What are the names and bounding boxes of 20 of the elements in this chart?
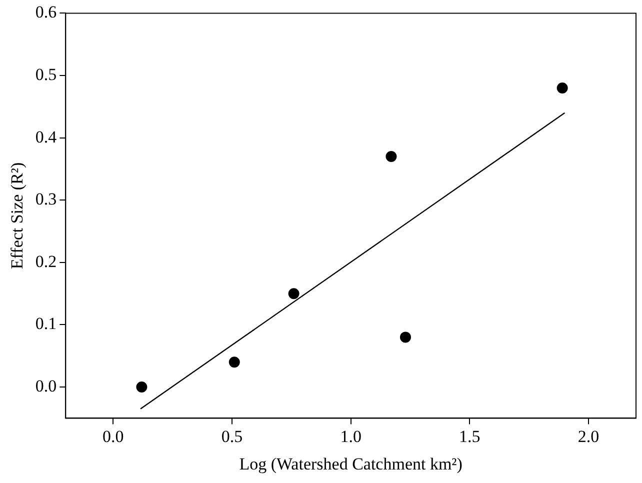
y-tick-label: 0.2 — [35, 252, 57, 271]
x-tick-label: 1.0 — [340, 426, 362, 446]
y-tick-label: 0.4 — [35, 127, 58, 146]
point — [228, 356, 240, 368]
point — [400, 332, 411, 343]
y-tick-label: 0.3 — [35, 190, 57, 209]
x-tick-label: 0.5 — [221, 426, 243, 446]
point — [556, 82, 568, 94]
x-tick-label: 0.0 — [102, 426, 124, 446]
x-axis-title: Log (Watershed Catchment km²) — [239, 454, 462, 474]
y-axis-title: Effect Size (R²) — [8, 162, 27, 270]
x-tick-label: 2.0 — [578, 426, 600, 446]
x-tick-label: 1.5 — [459, 426, 480, 446]
point — [288, 288, 300, 300]
y-tick-label: 0.6 — [35, 2, 57, 22]
y-tick-label: 0.1 — [35, 314, 57, 334]
y-tick-label: 0.5 — [35, 64, 57, 84]
y-tick-label: 0.0 — [35, 376, 57, 396]
point — [136, 382, 148, 393]
point — [386, 151, 397, 162]
